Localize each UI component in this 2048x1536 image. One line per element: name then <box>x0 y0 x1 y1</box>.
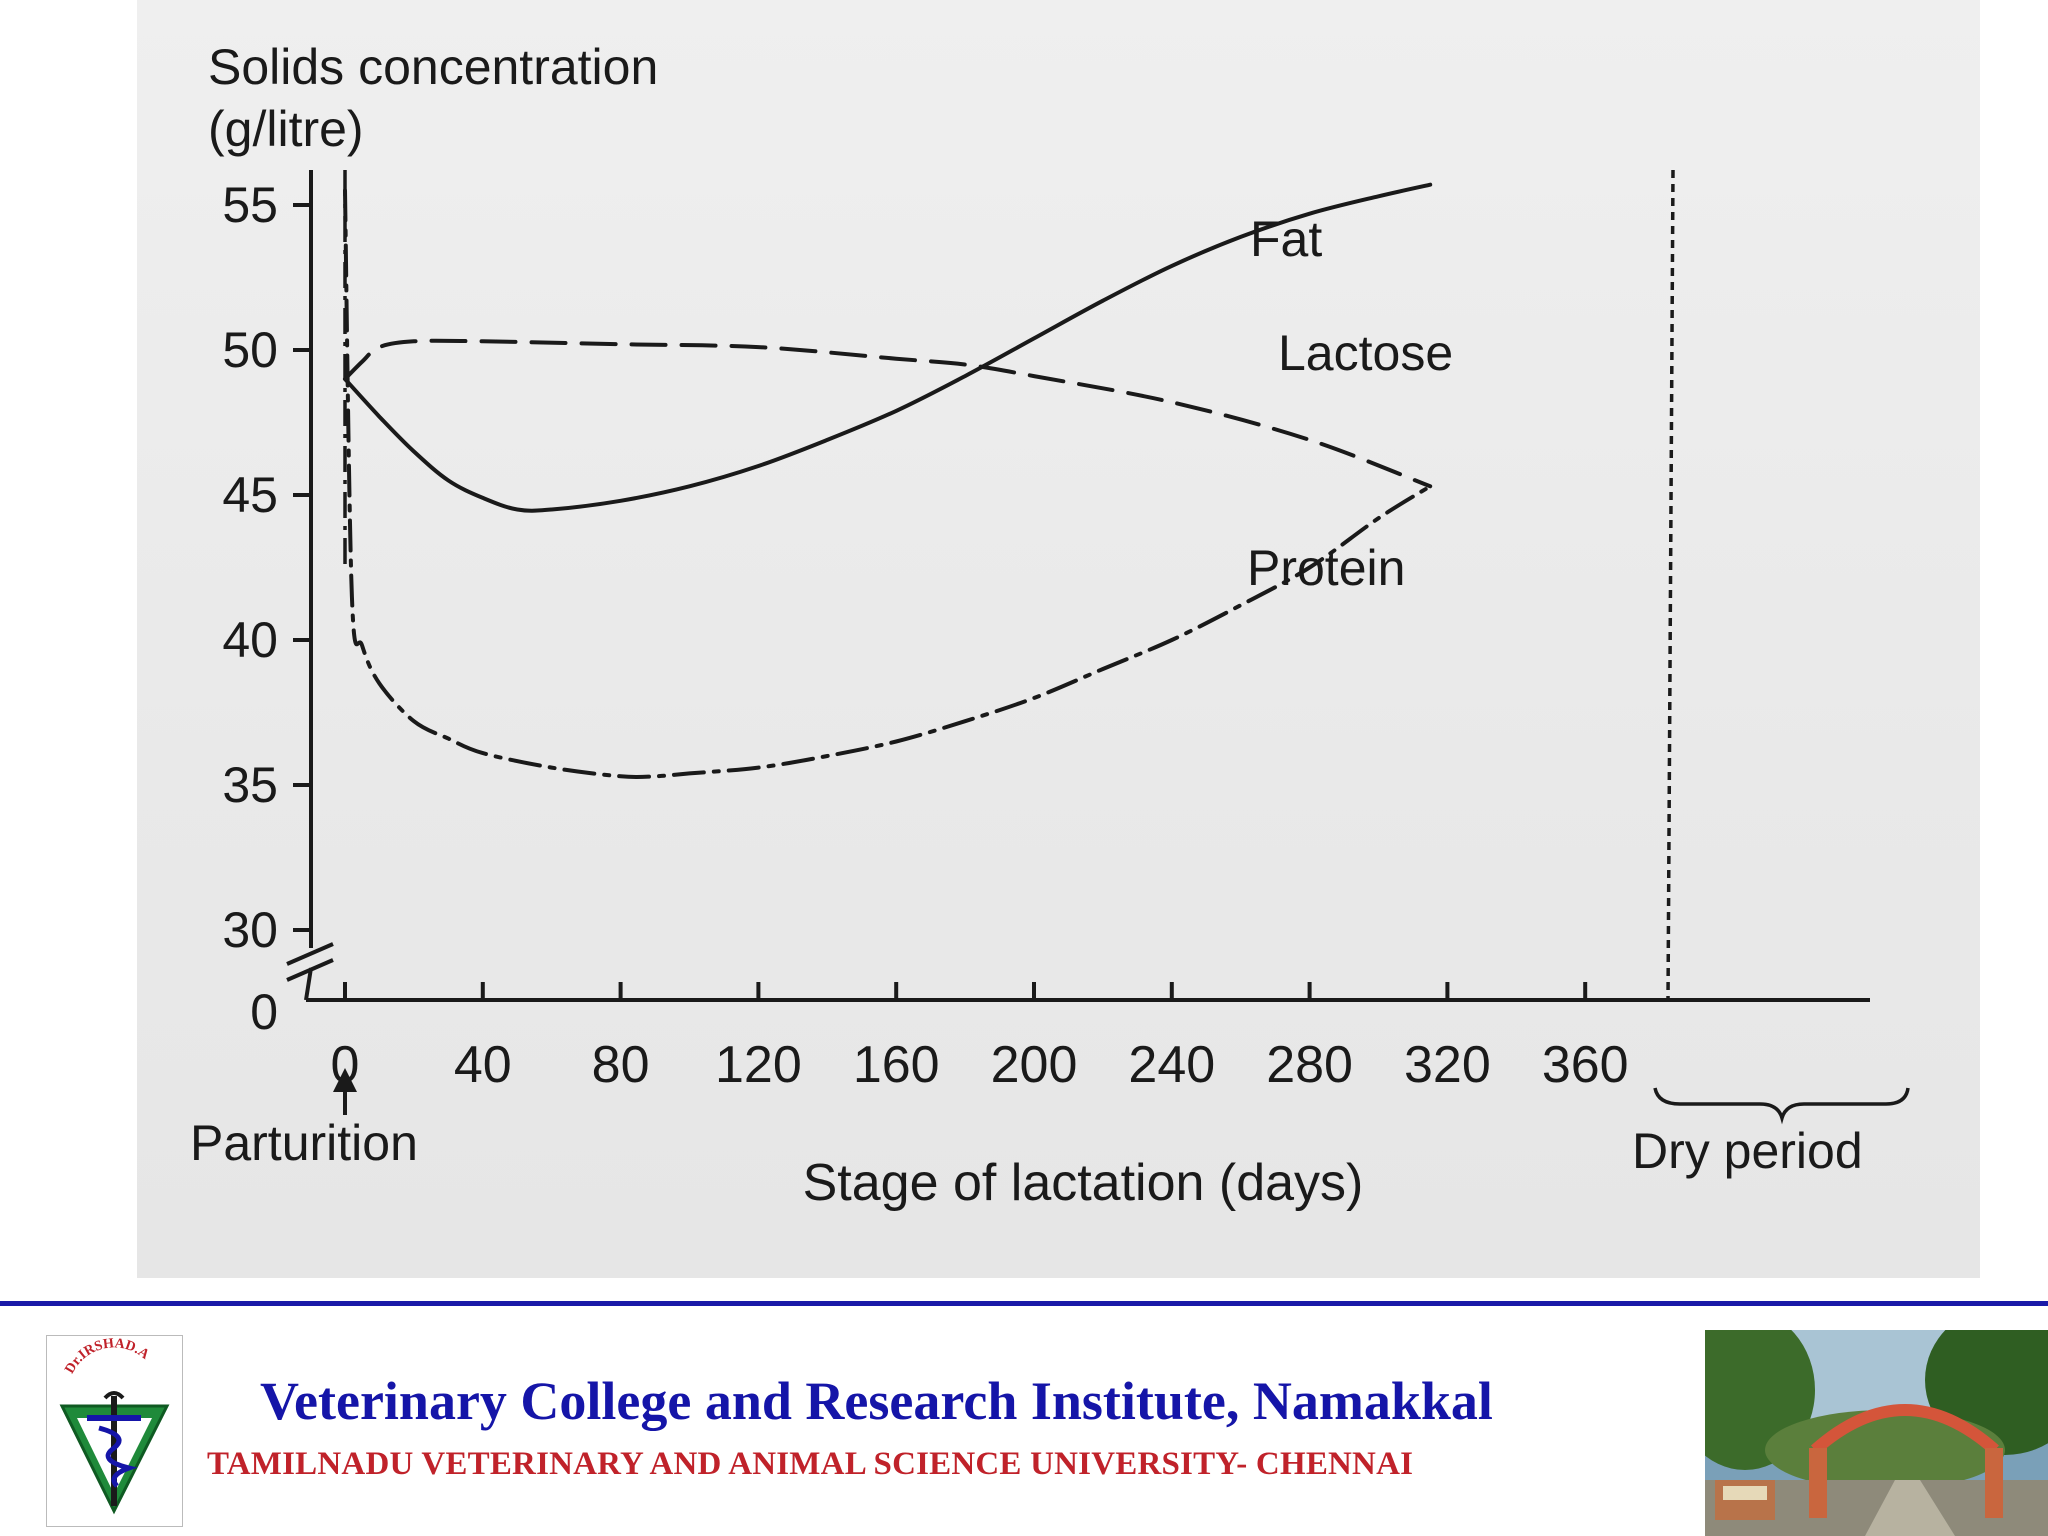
college-logo: Dr.IRSHAD.A <box>46 1335 183 1527</box>
series-labels: Fat Lactose Protein <box>1247 211 1453 596</box>
x-tick-label: 120 <box>715 1036 802 1094</box>
x-tick-label: 240 <box>1128 1036 1215 1094</box>
series-line-fat <box>343 182 1433 513</box>
x-ticks: 0 40 80 120 160 200 240 280 320 360 <box>331 982 1629 1094</box>
y-tick-label: 35 <box>222 757 278 813</box>
y-tick-label: 0 <box>250 984 278 1040</box>
y-tick-label: 30 <box>222 902 278 958</box>
y-axis-label-line2: (g/litre) <box>208 101 364 157</box>
campus-gate-photo <box>1705 1330 2048 1536</box>
data-series <box>343 182 1433 780</box>
dry-period-line <box>1666 169 1675 1001</box>
x-tick-label: 40 <box>454 1036 512 1094</box>
x-tick-label: 360 <box>1542 1036 1629 1094</box>
x-tick-label: 320 <box>1404 1036 1491 1094</box>
x-tick-label: 160 <box>853 1036 940 1094</box>
y-tick-label: 50 <box>222 322 278 378</box>
footer-divider <box>0 1301 2048 1306</box>
series-line-protein <box>343 188 1433 780</box>
university-name: TAMILNADU VETERINARY AND ANIMAL SCIENCE … <box>207 1446 1414 1482</box>
parturition-arrow-icon <box>333 1068 357 1115</box>
axis-break-mark <box>286 942 334 982</box>
institution-name-text: Veterinary College and Research Institut… <box>260 1371 1493 1431</box>
parturition-label: Parturition <box>190 1115 418 1171</box>
y-ticks: 55 50 45 40 35 30 0 <box>222 177 311 1040</box>
series-label-protein: Protein <box>1247 540 1405 596</box>
x-tick-label: 280 <box>1266 1036 1353 1094</box>
series-label-lactose: Lactose <box>1278 325 1453 381</box>
x-tick-label: 80 <box>592 1036 650 1094</box>
institution-name: Veterinary College and Research Institut… <box>0 1370 2048 1432</box>
x-tick-label: 200 <box>991 1036 1078 1094</box>
dry-period-label: Dry period <box>1632 1123 1863 1179</box>
y-tick-label: 45 <box>222 467 278 523</box>
y-axis-label-line1: Solids concentration <box>208 39 658 95</box>
y-axis <box>304 170 313 1001</box>
series-line-lactose <box>343 338 1433 489</box>
x-axis-label: Stage of lactation (days) <box>803 1154 1364 1212</box>
y-tick-label: 55 <box>222 177 278 233</box>
series-label-fat: Fat <box>1250 211 1322 267</box>
dry-period-brace <box>1653 1087 1910 1125</box>
lactation-chart: Solids concentration (g/litre) Stage of … <box>190 39 1910 1212</box>
y-tick-label: 40 <box>222 612 278 668</box>
